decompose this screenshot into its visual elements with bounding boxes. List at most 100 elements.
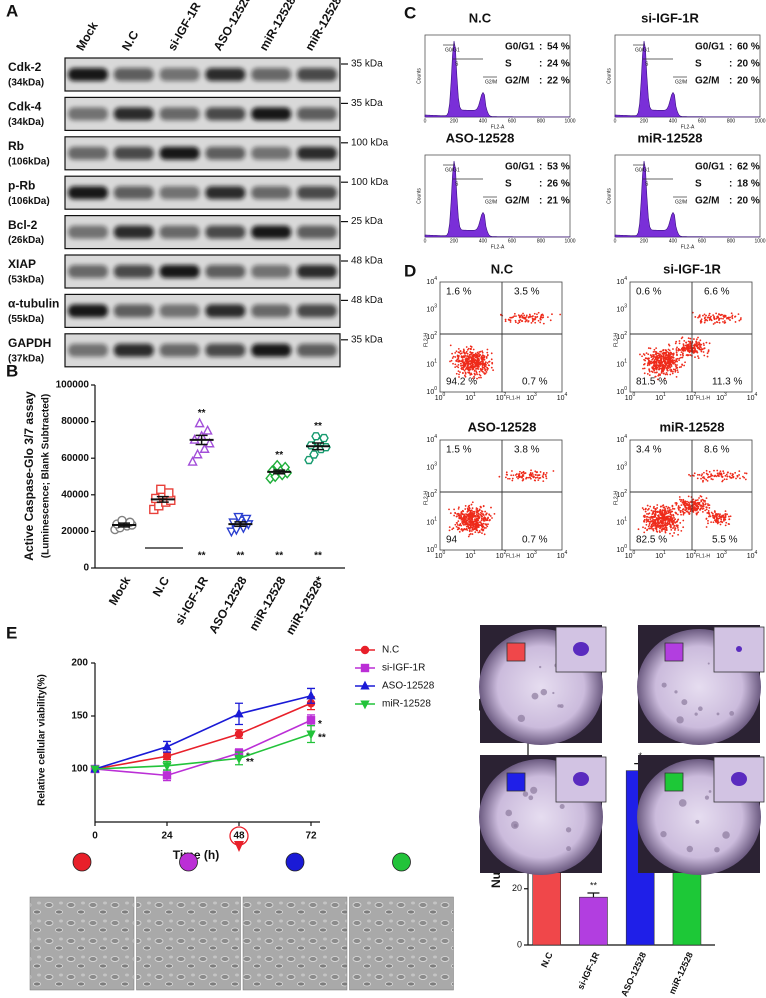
event-dot [476, 367, 479, 370]
event-dot [688, 506, 691, 509]
phase-name: G2/M [695, 76, 719, 87]
event-dot [649, 505, 652, 508]
error-bar [587, 892, 600, 898]
event-dot [465, 520, 468, 523]
event-dot [654, 525, 657, 527]
colony [676, 716, 684, 724]
event-dot [675, 348, 678, 350]
event-dot [654, 365, 657, 368]
event-dot [461, 356, 464, 359]
blot-band [159, 68, 200, 81]
event-dot [463, 356, 466, 358]
event-dot [693, 474, 695, 477]
phase-separator: : [729, 59, 732, 70]
event-dot [648, 516, 650, 519]
event-dot [471, 522, 474, 525]
plot-frame [439, 439, 563, 551]
event-dot [539, 318, 542, 321]
event-dot [473, 365, 475, 368]
x-tick-label: 102 [686, 550, 697, 560]
tick-base: 10 [496, 395, 504, 402]
tick-base: 10 [465, 395, 473, 402]
y-tick-label: 104 [426, 434, 437, 444]
significance: ** [275, 551, 283, 562]
event-dot [449, 360, 451, 363]
event-dot [653, 521, 655, 524]
y-tick-label: 100000 [56, 380, 90, 391]
event-dot [479, 511, 482, 514]
event-dot [724, 513, 727, 515]
event-dot [483, 372, 485, 374]
event-dot [665, 528, 668, 530]
significance: ** [318, 733, 326, 744]
bar [672, 871, 702, 946]
y-axis-label: FL2-H [613, 491, 619, 505]
x-tick-label: 400 [669, 118, 678, 124]
event-dot [664, 530, 667, 532]
phase-name: G2/M [695, 196, 719, 207]
event-dot [472, 360, 475, 362]
event-dot [517, 477, 519, 480]
event-dot [705, 526, 708, 528]
event-dot [650, 370, 653, 373]
significance: ** [275, 450, 283, 461]
event-dot [717, 517, 720, 520]
event-dot [468, 513, 471, 516]
event-dot [455, 521, 458, 524]
blot-band [297, 146, 337, 160]
event-dot [462, 368, 465, 371]
condition-square [506, 642, 526, 662]
protein-name: p-Rb [8, 178, 35, 192]
event-dot [653, 369, 656, 372]
event-dot [463, 374, 466, 377]
event-dot [696, 512, 699, 515]
colony [540, 688, 548, 696]
blot-band [68, 107, 108, 121]
event-dot [648, 522, 651, 525]
event-dot [533, 318, 536, 321]
gate-label: G0/G1 [445, 47, 460, 53]
event-dot [458, 360, 461, 363]
phase-separator: : [729, 179, 732, 190]
event-dot [675, 365, 677, 368]
phase-name: G2/M [505, 76, 529, 87]
x-tick-label: si-IGF-1R [575, 950, 601, 991]
event-dot [729, 316, 731, 319]
event-dot [696, 477, 699, 480]
blot-band [205, 225, 246, 239]
event-dot [659, 526, 662, 529]
event-dot [463, 516, 465, 519]
event-dot [466, 348, 469, 351]
event-dot [650, 354, 652, 357]
tick-exponent: 2 [694, 550, 697, 556]
event-dot [699, 508, 702, 511]
event-dot [719, 523, 722, 526]
event-dot [484, 517, 487, 519]
event-dot [700, 318, 703, 321]
event-dot [664, 507, 666, 510]
colony [559, 804, 565, 810]
event-dot [473, 370, 476, 372]
event-dot [655, 368, 658, 371]
event-dot [664, 349, 667, 351]
event-dot [688, 512, 691, 515]
event-dot [654, 357, 657, 360]
error-bar [273, 469, 286, 475]
colony [708, 790, 712, 793]
data-point [192, 448, 203, 459]
colony [695, 819, 700, 824]
event-dot [482, 518, 484, 520]
event-dot [698, 314, 701, 317]
event-dot [482, 354, 485, 357]
event-dot [672, 521, 674, 524]
event-dot [678, 496, 681, 498]
event-dot [500, 313, 502, 316]
event-dot [642, 515, 645, 517]
event-dot [457, 520, 460, 523]
lane-label: miR-12528 [256, 0, 298, 53]
event-dot [470, 530, 473, 532]
x-tick-label: 100 [435, 550, 446, 560]
x-axis-label: FL1-H [506, 395, 520, 401]
event-dot [696, 499, 699, 501]
event-dot [480, 519, 483, 522]
